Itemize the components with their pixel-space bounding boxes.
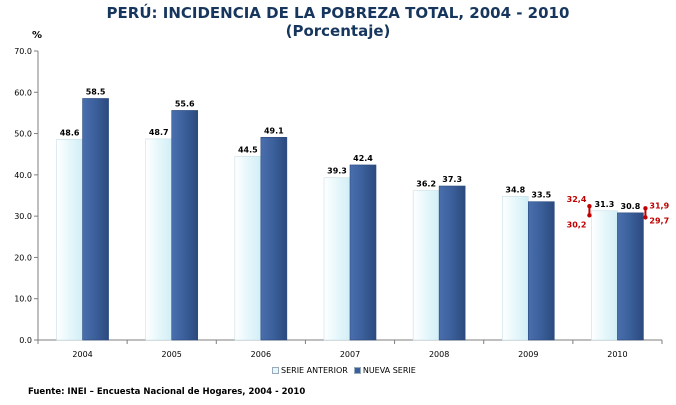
ci-serie-anterior-lower-marker xyxy=(587,213,592,218)
legend-swatch-nueva-serie xyxy=(353,367,361,374)
ci-serie-anterior-upper-label: 32,4 xyxy=(567,195,587,204)
ci-serie-anterior-lower-label: 30,2 xyxy=(567,220,587,229)
bar-nueva-serie-2009 xyxy=(527,201,555,341)
bar-nueva-serie-2008 xyxy=(438,185,466,341)
bar-nueva-serie-2004 xyxy=(82,98,109,341)
y-tick-label: 20.0 xyxy=(14,253,32,262)
legend-item-nueva-serie: NUEVA SERIE xyxy=(353,366,416,375)
legend-item-serie-anterior: SERIE ANTERIOR xyxy=(272,366,348,375)
y-tick-label: 40.0 xyxy=(14,171,32,180)
data-label-serie-anterior-2008: 36.2 xyxy=(416,180,436,189)
legend-swatch-serie-anterior xyxy=(272,367,279,374)
legend-label-nueva-serie: NUEVA SERIE xyxy=(362,366,416,375)
bar-serie-anterior-2005 xyxy=(145,138,173,341)
bar-nueva-serie-2006 xyxy=(260,136,288,341)
data-label-serie-anterior-2010: 31.3 xyxy=(595,200,615,209)
legend: SERIE ANTERIOR NUEVA SERIE xyxy=(272,366,422,375)
x-tick-label: 2008 xyxy=(429,350,449,359)
y-tick-label: 0.0 xyxy=(19,336,32,345)
data-label-serie-anterior-2006: 44.5 xyxy=(238,145,258,154)
data-label-nueva-serie-2007: 42.4 xyxy=(353,154,373,163)
data-label-serie-anterior-2004: 48.6 xyxy=(60,128,80,137)
x-tick-label: 2004 xyxy=(72,350,92,359)
x-tick-label: 2006 xyxy=(251,350,271,359)
data-label-nueva-serie-2005: 55.6 xyxy=(175,99,195,108)
bar-nueva-serie-2010 xyxy=(617,212,644,341)
x-tick-label: 2007 xyxy=(340,350,360,359)
y-tick-label: 10.0 xyxy=(14,295,32,304)
y-tick-label: 60.0 xyxy=(14,88,32,97)
bar-serie-anterior-2007 xyxy=(323,177,351,341)
y-tick-label: 70.0 xyxy=(14,47,32,56)
legend-label-serie-anterior: SERIE ANTERIOR xyxy=(281,366,348,375)
bar-serie-anterior-2010 xyxy=(591,210,618,341)
data-label-nueva-serie-2006: 49.1 xyxy=(264,126,284,135)
bar-serie-anterior-2008 xyxy=(412,190,440,341)
data-label-nueva-serie-2008: 37.3 xyxy=(442,175,462,184)
source-note: Fuente: INEI – Encuesta Nacional de Hoga… xyxy=(28,387,306,397)
data-label-serie-anterior-2009: 34.8 xyxy=(505,185,525,194)
bar-nueva-serie-2005 xyxy=(171,110,199,341)
y-tick-label: 50.0 xyxy=(14,130,32,139)
ci-nueva-serie-upper-marker xyxy=(643,206,648,211)
bar-serie-anterior-2009 xyxy=(501,196,529,341)
chart-subtitle: (Porcentaje) xyxy=(285,22,391,40)
bar-nueva-serie-2007 xyxy=(349,164,377,341)
data-label-serie-anterior-2007: 39.3 xyxy=(327,167,347,176)
bar-serie-anterior-2006 xyxy=(234,155,262,341)
data-label-nueva-serie-2004: 58.5 xyxy=(86,87,106,96)
ci-nueva-serie-lower-label: 29,7 xyxy=(649,216,669,225)
ci-nueva-serie-upper-label: 31,9 xyxy=(649,201,669,210)
x-tick-label: 2009 xyxy=(518,350,538,359)
ci-serie-anterior-upper-marker xyxy=(587,204,592,209)
x-tick-label: 2010 xyxy=(607,350,627,359)
data-label-nueva-serie-2010: 30.8 xyxy=(621,202,641,211)
y-axis-unit: % xyxy=(32,30,43,41)
chart-title: PERÚ: INCIDENCIA DE LA POBREZA TOTAL, 20… xyxy=(106,4,570,22)
y-tick-label: 30.0 xyxy=(14,212,32,221)
data-label-nueva-serie-2009: 33.5 xyxy=(531,191,551,200)
ci-nueva-serie-lower-marker xyxy=(643,215,648,220)
data-label-serie-anterior-2005: 48.7 xyxy=(149,128,169,137)
bar-serie-anterior-2004 xyxy=(56,139,83,341)
x-tick-label: 2005 xyxy=(162,350,182,359)
